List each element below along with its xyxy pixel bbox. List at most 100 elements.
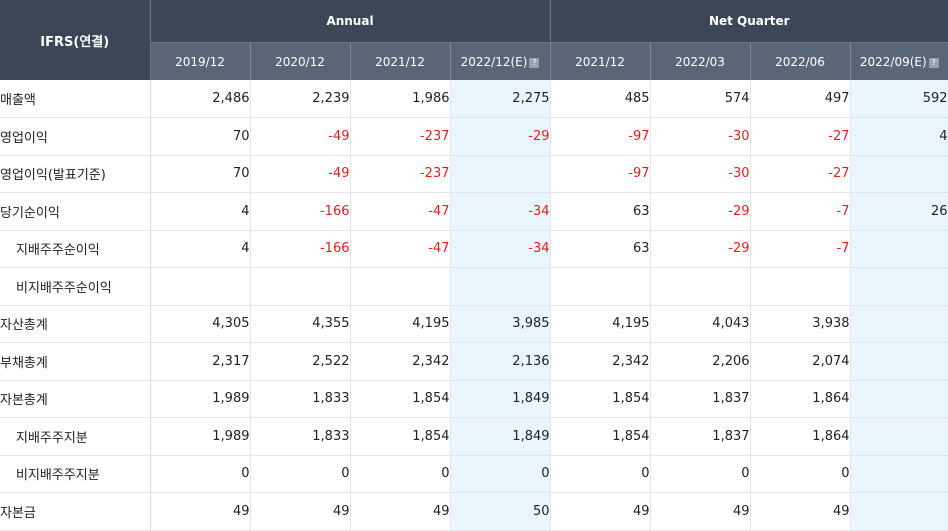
value-cell: 1,989 bbox=[150, 380, 251, 418]
table-row: 영업이익 70 -49 -237 -29 -97 -30 -27 4 bbox=[0, 117, 948, 156]
value-cell: 2,074 bbox=[750, 342, 851, 381]
value-cell: -7 bbox=[750, 192, 851, 231]
value-cell: -49 bbox=[250, 155, 351, 193]
row-label[interactable]: 자본총계 bbox=[0, 380, 151, 418]
value-cell: 26 bbox=[850, 192, 948, 231]
help-icon[interactable]: ? bbox=[928, 57, 939, 68]
value-cell: 3,938 bbox=[750, 305, 851, 343]
value-cell: 4 bbox=[850, 117, 948, 156]
period-header-5: 2021/12 bbox=[550, 42, 651, 80]
value-cell bbox=[250, 267, 351, 306]
value-cell: 1,854 bbox=[550, 417, 651, 456]
value-cell: 592 bbox=[850, 80, 948, 118]
value-cell: -47 bbox=[350, 230, 451, 268]
value-cell: 3,985 bbox=[450, 305, 551, 343]
value-cell: 0 bbox=[650, 455, 751, 493]
value-cell: -34 bbox=[450, 230, 551, 268]
row-label[interactable]: 매출액 bbox=[0, 80, 151, 118]
row-label[interactable]: 당기순이익 bbox=[0, 192, 151, 231]
table-row: 매출액 2,486 2,239 1,986 2,275 485 574 497 592 bbox=[0, 80, 948, 118]
value-cell: 1,989 bbox=[150, 417, 251, 456]
period-header-6: 2022/03 bbox=[650, 42, 751, 80]
row-label-header: IFRS(연결) bbox=[0, 0, 151, 80]
row-label[interactable]: 부채총계 bbox=[0, 342, 151, 381]
value-cell bbox=[850, 455, 948, 493]
value-cell bbox=[650, 267, 751, 306]
value-cell: 49 bbox=[350, 492, 451, 531]
value-cell: -97 bbox=[550, 117, 651, 156]
value-cell: 70 bbox=[150, 155, 251, 193]
row-label: 비지배주주순이익 bbox=[0, 267, 151, 306]
value-cell: 2,522 bbox=[250, 342, 351, 381]
period-label: 2022/12(E) bbox=[460, 54, 528, 69]
row-label: 비지배주주지분 bbox=[0, 455, 151, 493]
value-cell: 49 bbox=[650, 492, 751, 531]
value-cell: 4,305 bbox=[150, 305, 251, 343]
table-row: 비지배주주순이익 bbox=[0, 267, 948, 306]
value-cell: 1,986 bbox=[350, 80, 451, 118]
value-cell: 1,854 bbox=[350, 417, 451, 456]
value-cell: 1,854 bbox=[550, 380, 651, 418]
row-label[interactable]: 자본금 bbox=[0, 492, 151, 531]
value-cell: -166 bbox=[250, 230, 351, 268]
value-cell: 1,837 bbox=[650, 380, 751, 418]
row-label[interactable]: 영업이익(발표기준) bbox=[0, 155, 151, 193]
value-cell: 63 bbox=[550, 230, 651, 268]
value-cell: 63 bbox=[550, 192, 651, 231]
value-cell: -29 bbox=[650, 192, 751, 231]
period-label: 2021/12 bbox=[375, 54, 425, 69]
annual-group-header: Annual bbox=[150, 0, 551, 43]
value-cell: -29 bbox=[650, 230, 751, 268]
table-row: 부채총계 2,317 2,522 2,342 2,136 2,342 2,206 2,074 bbox=[0, 342, 948, 381]
table-row: 지배주주순이익 4 -166 -47 -34 63 -29 -7 bbox=[0, 230, 948, 268]
value-cell bbox=[850, 417, 948, 456]
value-cell: 49 bbox=[250, 492, 351, 531]
value-cell: 0 bbox=[250, 455, 351, 493]
table-row: 지배주주지분 1,989 1,833 1,854 1,849 1,854 1,837 1,86… bbox=[0, 417, 948, 456]
row-label[interactable]: 영업이익 bbox=[0, 117, 151, 156]
period-label: 2022/09(E) bbox=[859, 54, 927, 69]
value-cell: 1,837 bbox=[650, 417, 751, 456]
value-cell: 2,317 bbox=[150, 342, 251, 381]
value-cell: 497 bbox=[750, 80, 851, 118]
value-cell: 4,043 bbox=[650, 305, 751, 343]
table-row: 영업이익(발표기준) 70 -49 -237 -97 -30 -27 bbox=[0, 155, 948, 193]
value-cell bbox=[450, 267, 551, 306]
period-label: 2022/03 bbox=[675, 54, 725, 69]
value-cell: 1,833 bbox=[250, 380, 351, 418]
help-icon[interactable]: ? bbox=[529, 57, 540, 68]
period-header-row: 2019/12 2020/12 2021/12 2022/12(E)? 2021/12 2… bbox=[0, 42, 948, 80]
value-cell: 0 bbox=[350, 455, 451, 493]
period-label: 2021/12 bbox=[575, 54, 625, 69]
value-cell: 4,195 bbox=[550, 305, 651, 343]
period-header-3: 2021/12 bbox=[350, 42, 451, 80]
value-cell: 2,136 bbox=[450, 342, 551, 381]
value-cell: -97 bbox=[550, 155, 651, 193]
value-cell bbox=[550, 267, 651, 306]
period-label: 2022/06 bbox=[775, 54, 825, 69]
value-cell: 4,195 bbox=[350, 305, 451, 343]
value-cell bbox=[850, 230, 948, 268]
period-label: 2020/12 bbox=[275, 54, 325, 69]
table-row: 당기순이익 4 -166 -47 -34 63 -29 -7 26 bbox=[0, 192, 948, 231]
value-cell: 0 bbox=[150, 455, 251, 493]
period-header-2: 2020/12 bbox=[250, 42, 351, 80]
value-cell: 1,864 bbox=[750, 417, 851, 456]
value-cell: 4,355 bbox=[250, 305, 351, 343]
header-group-row: IFRS(연결) Annual Net Quarter bbox=[0, 0, 948, 80]
net-quarter-group-header: Net Quarter bbox=[550, 0, 948, 43]
row-label: 지배주주순이익 bbox=[0, 230, 151, 268]
row-label[interactable]: 자산총계 bbox=[0, 305, 151, 343]
value-cell bbox=[350, 267, 451, 306]
value-cell: 2,342 bbox=[350, 342, 451, 381]
table-body: 매출액 2,486 2,239 1,986 2,275 485 574 497 592 영업이익 7… bbox=[0, 80, 948, 531]
value-cell: 1,849 bbox=[450, 380, 551, 418]
value-cell: 0 bbox=[550, 455, 651, 493]
value-cell bbox=[850, 267, 948, 306]
value-cell: 2,275 bbox=[450, 80, 551, 118]
value-cell: 485 bbox=[550, 80, 651, 118]
value-cell: 70 bbox=[150, 117, 251, 156]
value-cell: -30 bbox=[650, 155, 751, 193]
table-row: 자산총계 4,305 4,355 4,195 3,985 4,195 4,043 3,938 bbox=[0, 305, 948, 343]
